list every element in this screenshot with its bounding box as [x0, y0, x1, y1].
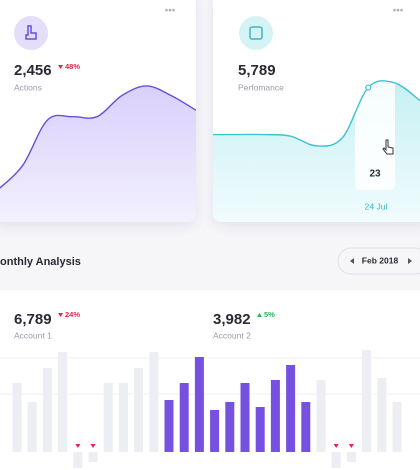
bar — [164, 400, 174, 452]
bar — [134, 368, 144, 452]
actions-value: 2,456 — [14, 62, 52, 79]
bar — [73, 452, 83, 468]
tooltip-box — [355, 72, 395, 190]
bar — [103, 383, 113, 452]
actions-label: Actions — [14, 82, 42, 92]
prev-arrow[interactable] — [350, 258, 354, 264]
up-arrow — [257, 313, 262, 317]
negative-marker — [348, 444, 354, 448]
trend-line — [213, 80, 420, 147]
cursor — [382, 139, 394, 155]
bar — [118, 383, 128, 452]
period-picker[interactable] — [337, 247, 420, 275]
account2-value: 3,982 — [213, 311, 251, 328]
account2-label: Account 2 — [213, 330, 251, 340]
negative-marker — [90, 444, 96, 448]
negative-marker — [333, 444, 339, 448]
bar — [194, 357, 204, 452]
trend-line — [0, 85, 196, 191]
negative-marker — [75, 444, 81, 448]
performance-label: Perfomance — [238, 82, 284, 92]
bar — [331, 452, 341, 468]
bar — [225, 402, 235, 452]
bar — [58, 352, 68, 452]
section-title: onthly Analysis — [0, 256, 81, 268]
next-arrow[interactable] — [408, 258, 412, 264]
icon-performance — [239, 16, 273, 50]
period-label: Feb 2018 — [362, 255, 399, 265]
account1-change: 24% — [65, 310, 80, 319]
tooltip-value: 23 — [369, 169, 381, 180]
bar — [377, 378, 387, 452]
bar — [149, 352, 159, 452]
analysis-card — [0, 290, 420, 470]
bar — [392, 402, 402, 452]
down-arrow — [58, 65, 63, 69]
bar — [240, 383, 250, 452]
bar — [12, 383, 22, 452]
bar — [301, 402, 311, 452]
bar — [88, 452, 98, 462]
trend-left — [0, 85, 196, 222]
menu-dots[interactable]: ••• — [165, 6, 176, 17]
trend-right — [213, 72, 420, 222]
bar — [179, 383, 189, 452]
bar — [42, 368, 52, 452]
bar — [255, 407, 265, 452]
account1-value: 6,789 — [14, 311, 52, 328]
bar — [210, 410, 220, 452]
menu-dots[interactable]: ••• — [393, 6, 404, 17]
bar — [346, 452, 356, 462]
account1-label: Account 1 — [14, 330, 52, 340]
bar — [270, 380, 280, 452]
down-arrow — [58, 313, 63, 317]
bar — [316, 380, 326, 452]
highlight-point — [365, 84, 372, 91]
account2-change: 5% — [264, 310, 275, 319]
hand-icon — [25, 25, 37, 40]
bar — [27, 402, 37, 452]
tooltip-date: 24 Jul — [365, 201, 388, 211]
bar — [362, 350, 372, 452]
actions-change: 48% — [65, 62, 80, 71]
performance-value: 5,789 — [238, 62, 276, 79]
bar — [286, 365, 296, 452]
chip-icon — [249, 26, 263, 40]
bar-chart — [12, 350, 402, 468]
